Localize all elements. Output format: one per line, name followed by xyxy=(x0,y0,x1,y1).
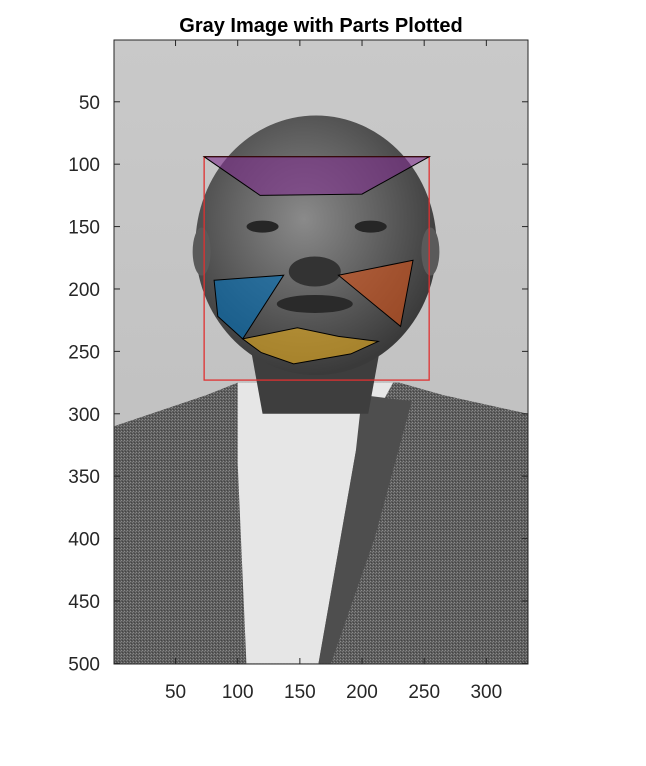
y-tick-label: 450 xyxy=(68,592,100,613)
right-ear xyxy=(421,227,440,276)
right-eye xyxy=(354,220,387,233)
y-tick-label: 400 xyxy=(68,530,100,551)
nose xyxy=(288,256,341,287)
left-eye xyxy=(246,220,279,233)
part-forehead xyxy=(202,156,432,196)
x-tick-label: 250 xyxy=(408,682,440,703)
x-tick-label: 300 xyxy=(470,682,502,703)
lapel xyxy=(318,395,412,664)
mouth xyxy=(276,294,353,313)
x-tick-label: 150 xyxy=(284,682,316,703)
y-tick-label: 350 xyxy=(68,467,100,488)
x-tick-label: 50 xyxy=(165,682,186,703)
y-tick-label: 500 xyxy=(68,654,100,675)
shirt xyxy=(237,382,394,664)
axes: 50 100 150 200 250 300 50 100 150 200 250 300 350 400… xyxy=(68,39,529,703)
gray-photo xyxy=(114,40,528,664)
y-tick-label: 200 xyxy=(68,280,100,301)
x-tick-label: 200 xyxy=(346,682,378,703)
y-tick-label: 250 xyxy=(68,342,100,363)
part-chin xyxy=(241,327,381,365)
part-right-cheek xyxy=(337,259,414,328)
axes-box xyxy=(113,39,529,665)
left-ear xyxy=(192,227,211,276)
x-tick-label: 100 xyxy=(222,682,254,703)
y-tick-label: 300 xyxy=(68,405,100,426)
face-parts xyxy=(202,156,432,381)
y-tick-label: 100 xyxy=(68,155,100,176)
chart-title: Gray Image with Parts Plotted xyxy=(179,15,462,37)
y-tick-label: 150 xyxy=(68,218,100,239)
y-tick-label: 50 xyxy=(79,93,100,114)
